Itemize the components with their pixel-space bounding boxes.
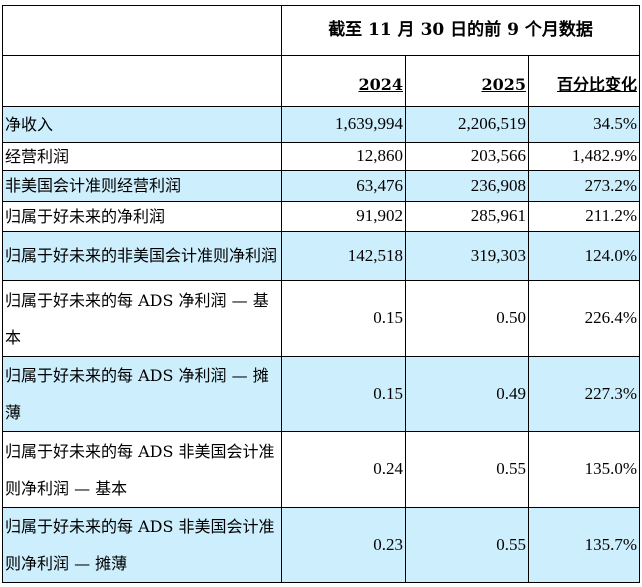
row-label: 非美国会计准则经营利润 xyxy=(2,170,282,202)
column-header-change-text: 百分比变化 xyxy=(557,74,638,94)
value-2024: 0.15 xyxy=(281,356,406,432)
column-header-2024: 2024 xyxy=(281,55,406,107)
value-change: 227.3% xyxy=(527,356,641,432)
table-row: 非美国会计准则经营利润 63,476 236,908 273.2% xyxy=(2,170,641,202)
header-row-period: 截至 11 月 30 日的前 9 个月数据 xyxy=(2,5,641,56)
row-label: 净收入 xyxy=(2,106,282,143)
value-change: 1,482.9% xyxy=(527,142,641,171)
table-row: 归属于好未来的每 ADS 净利润 — 基本 0.15 0.50 226.4% xyxy=(2,280,641,357)
row-label: 归属于好未来的每 ADS 非美国会计准则净利润 — 基本 xyxy=(2,431,282,508)
value-change: 273.2% xyxy=(527,170,641,202)
empty-header-cell xyxy=(2,5,282,56)
table-row: 归属于好未来的每 ADS 非美国会计准则净利润 — 基本 0.24 0.55 1… xyxy=(2,431,641,508)
table-row: 归属于好未来的净利润 91,902 285,961 211.2% xyxy=(2,201,641,232)
value-2024: 12,860 xyxy=(281,142,406,171)
header-row-columns: 2024 2025 百分比变化 xyxy=(2,55,641,107)
value-2024: 0.15 xyxy=(281,280,406,357)
value-change: 211.2% xyxy=(527,201,641,232)
value-2024: 91,902 xyxy=(281,201,406,232)
row-label: 归属于好未来的每 ADS 净利润 — 基本 xyxy=(2,280,282,357)
column-header-change: 百分比变化 xyxy=(527,55,641,107)
value-2025: 285,961 xyxy=(405,201,529,232)
value-2025: 319,303 xyxy=(405,231,529,281)
value-change: 124.0% xyxy=(527,231,641,281)
column-header-2025: 2025 xyxy=(405,55,529,107)
empty-header-cell xyxy=(2,55,282,107)
value-change: 34.5% xyxy=(527,106,641,143)
table-row: 归属于好未来的每 ADS 净利润 — 摊薄 0.15 0.49 227.3% xyxy=(2,356,641,432)
value-2025: 2,206,519 xyxy=(405,106,529,143)
financial-summary-table: 截至 11 月 30 日的前 9 个月数据 2024 2025 百分比变化 净收… xyxy=(2,5,641,583)
table-row: 净收入 1,639,994 2,206,519 34.5% xyxy=(2,106,641,143)
column-header-2024-text: 2024 xyxy=(358,74,403,94)
value-change: 135.7% xyxy=(527,507,641,583)
value-2024: 142,518 xyxy=(281,231,406,281)
table-row: 归属于好未来的非美国会计准则净利润 142,518 319,303 124.0% xyxy=(2,231,641,281)
value-change: 135.0% xyxy=(527,431,641,508)
row-label: 归属于好未来的每 ADS 净利润 — 摊薄 xyxy=(2,356,282,432)
column-header-2025-text: 2025 xyxy=(481,74,526,94)
value-2024: 1,639,994 xyxy=(281,106,406,143)
row-label: 归属于好未来的非美国会计准则净利润 xyxy=(2,231,282,281)
value-2025: 203,566 xyxy=(405,142,529,171)
table-row: 经营利润 12,860 203,566 1,482.9% xyxy=(2,142,641,171)
value-2025: 0.55 xyxy=(405,431,529,508)
value-2024: 0.24 xyxy=(281,431,406,508)
value-2025: 0.49 xyxy=(405,356,529,432)
row-label: 经营利润 xyxy=(2,142,282,171)
table-row: 归属于好未来的每 ADS 非美国会计准则净利润 — 摊薄 0.23 0.55 1… xyxy=(2,507,641,583)
value-2024: 0.23 xyxy=(281,507,406,583)
value-change: 226.4% xyxy=(527,280,641,357)
value-2024: 63,476 xyxy=(281,170,406,202)
value-2025: 236,908 xyxy=(405,170,529,202)
value-2025: 0.55 xyxy=(405,507,529,583)
row-label: 归属于好未来的净利润 xyxy=(2,201,282,232)
period-title: 截至 11 月 30 日的前 9 个月数据 xyxy=(280,5,641,56)
row-label: 归属于好未来的每 ADS 非美国会计准则净利润 — 摊薄 xyxy=(2,507,282,583)
value-2025: 0.50 xyxy=(405,280,529,357)
